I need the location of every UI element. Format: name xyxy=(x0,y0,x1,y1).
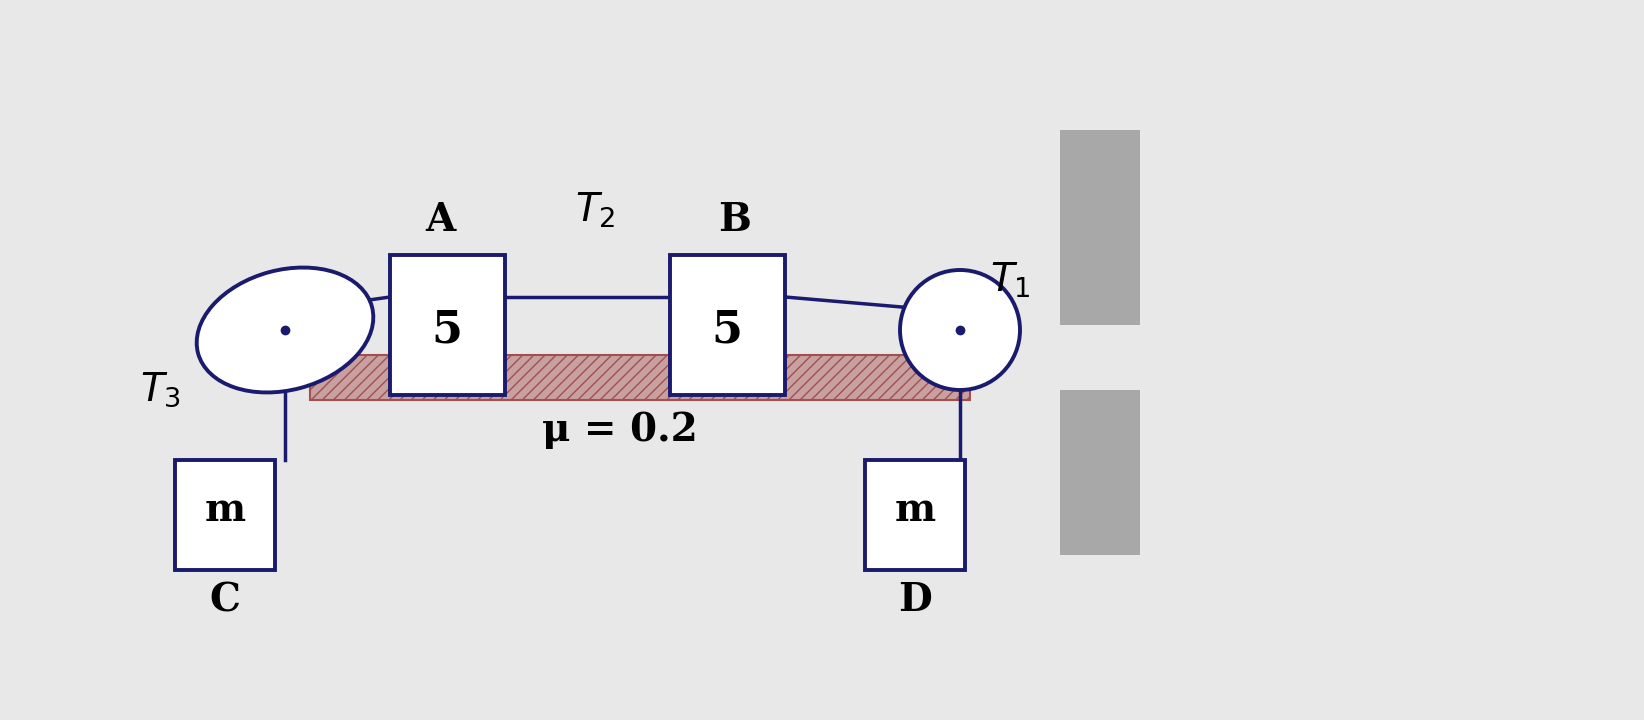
Bar xyxy=(1060,390,1139,555)
Text: A: A xyxy=(424,201,455,239)
Bar xyxy=(390,255,505,395)
Bar xyxy=(671,255,784,395)
Bar xyxy=(174,460,275,570)
Text: 5: 5 xyxy=(712,308,743,351)
Text: m: m xyxy=(204,491,245,529)
Ellipse shape xyxy=(899,270,1019,390)
Text: 5: 5 xyxy=(431,308,462,351)
Text: μ = 0.2: μ = 0.2 xyxy=(543,411,697,449)
Ellipse shape xyxy=(197,268,373,392)
Text: D: D xyxy=(898,581,932,619)
Text: C: C xyxy=(209,581,240,619)
Text: $T_1$: $T_1$ xyxy=(990,261,1031,300)
Text: $T_2$: $T_2$ xyxy=(575,190,615,230)
Bar xyxy=(1060,130,1139,325)
Text: B: B xyxy=(718,201,751,239)
Bar xyxy=(865,460,965,570)
Text: $T_3$: $T_3$ xyxy=(140,371,181,409)
Bar xyxy=(311,355,970,400)
Text: m: m xyxy=(894,491,935,529)
